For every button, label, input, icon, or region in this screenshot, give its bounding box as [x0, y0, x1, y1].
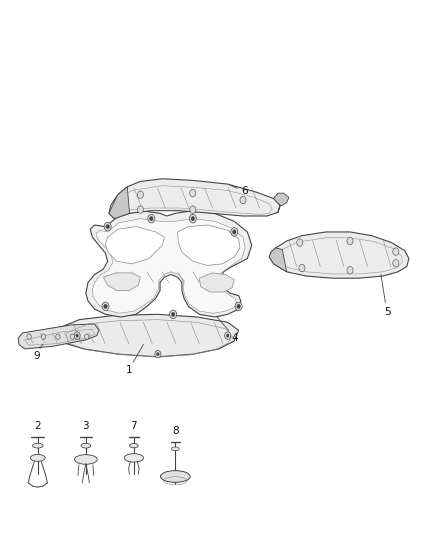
Text: 2: 2 — [35, 421, 41, 431]
Ellipse shape — [74, 455, 97, 464]
Circle shape — [41, 334, 46, 340]
Circle shape — [106, 224, 110, 229]
Circle shape — [231, 228, 238, 236]
Circle shape — [138, 206, 144, 213]
Polygon shape — [92, 219, 245, 313]
Ellipse shape — [30, 455, 45, 462]
Circle shape — [56, 334, 60, 340]
Circle shape — [156, 353, 159, 356]
Circle shape — [235, 302, 242, 311]
Polygon shape — [106, 227, 164, 264]
Polygon shape — [109, 179, 280, 219]
Text: 4: 4 — [231, 333, 237, 343]
Circle shape — [138, 191, 144, 198]
Circle shape — [85, 334, 89, 340]
Circle shape — [170, 310, 177, 319]
Circle shape — [104, 304, 107, 309]
Polygon shape — [269, 232, 409, 278]
Circle shape — [393, 248, 399, 255]
Circle shape — [237, 304, 240, 309]
Text: 9: 9 — [33, 351, 40, 361]
Polygon shape — [269, 248, 287, 272]
Circle shape — [171, 312, 175, 317]
Polygon shape — [109, 187, 130, 219]
Circle shape — [299, 264, 305, 272]
Ellipse shape — [171, 447, 179, 451]
Circle shape — [233, 230, 236, 234]
Circle shape — [226, 334, 229, 337]
Circle shape — [148, 214, 155, 223]
Circle shape — [225, 332, 231, 340]
Polygon shape — [177, 225, 240, 265]
Polygon shape — [199, 273, 234, 292]
Circle shape — [189, 214, 196, 223]
Circle shape — [297, 239, 303, 246]
Polygon shape — [18, 324, 99, 349]
Circle shape — [155, 351, 161, 358]
Polygon shape — [103, 273, 141, 290]
Circle shape — [393, 260, 399, 267]
Circle shape — [191, 216, 194, 221]
Circle shape — [70, 334, 74, 340]
Text: 3: 3 — [82, 421, 89, 431]
Polygon shape — [86, 211, 252, 317]
Circle shape — [190, 206, 196, 213]
Circle shape — [102, 302, 109, 311]
Ellipse shape — [124, 454, 144, 462]
Polygon shape — [53, 314, 239, 357]
Text: 5: 5 — [384, 306, 390, 317]
Circle shape — [76, 334, 78, 337]
Circle shape — [190, 189, 196, 197]
Ellipse shape — [160, 471, 190, 482]
Ellipse shape — [81, 443, 91, 448]
Text: 7: 7 — [131, 421, 137, 431]
Circle shape — [240, 196, 246, 204]
Circle shape — [150, 216, 153, 221]
Text: 6: 6 — [241, 186, 247, 196]
Ellipse shape — [32, 443, 43, 448]
Circle shape — [104, 222, 111, 231]
Circle shape — [347, 266, 353, 274]
Circle shape — [347, 237, 353, 245]
Ellipse shape — [130, 443, 138, 448]
Circle shape — [27, 334, 31, 340]
Circle shape — [74, 332, 80, 340]
Text: 1: 1 — [126, 365, 133, 375]
Polygon shape — [274, 193, 289, 212]
Text: 8: 8 — [172, 426, 179, 437]
